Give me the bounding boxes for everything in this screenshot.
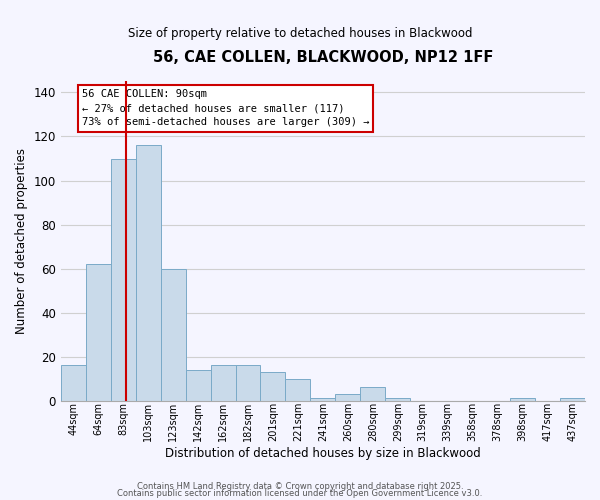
Bar: [510, 398, 535, 400]
Bar: [86, 264, 111, 400]
Bar: [560, 398, 585, 400]
Bar: [236, 366, 260, 400]
Bar: [310, 398, 335, 400]
Bar: [61, 366, 86, 400]
Bar: [385, 398, 410, 400]
Bar: [185, 370, 211, 400]
Bar: [136, 146, 161, 400]
Text: Size of property relative to detached houses in Blackwood: Size of property relative to detached ho…: [128, 28, 472, 40]
Bar: [211, 366, 236, 400]
Bar: [286, 378, 310, 400]
Bar: [111, 158, 136, 400]
Text: Contains HM Land Registry data © Crown copyright and database right 2025.: Contains HM Land Registry data © Crown c…: [137, 482, 463, 491]
Title: 56, CAE COLLEN, BLACKWOOD, NP12 1FF: 56, CAE COLLEN, BLACKWOOD, NP12 1FF: [153, 50, 493, 65]
Bar: [361, 388, 385, 400]
Text: Contains public sector information licensed under the Open Government Licence v3: Contains public sector information licen…: [118, 488, 482, 498]
Y-axis label: Number of detached properties: Number of detached properties: [15, 148, 28, 334]
X-axis label: Distribution of detached houses by size in Blackwood: Distribution of detached houses by size …: [165, 447, 481, 460]
Bar: [161, 268, 185, 400]
Text: 56 CAE COLLEN: 90sqm
← 27% of detached houses are smaller (117)
73% of semi-deta: 56 CAE COLLEN: 90sqm ← 27% of detached h…: [82, 90, 369, 128]
Bar: [260, 372, 286, 400]
Bar: [335, 394, 361, 400]
